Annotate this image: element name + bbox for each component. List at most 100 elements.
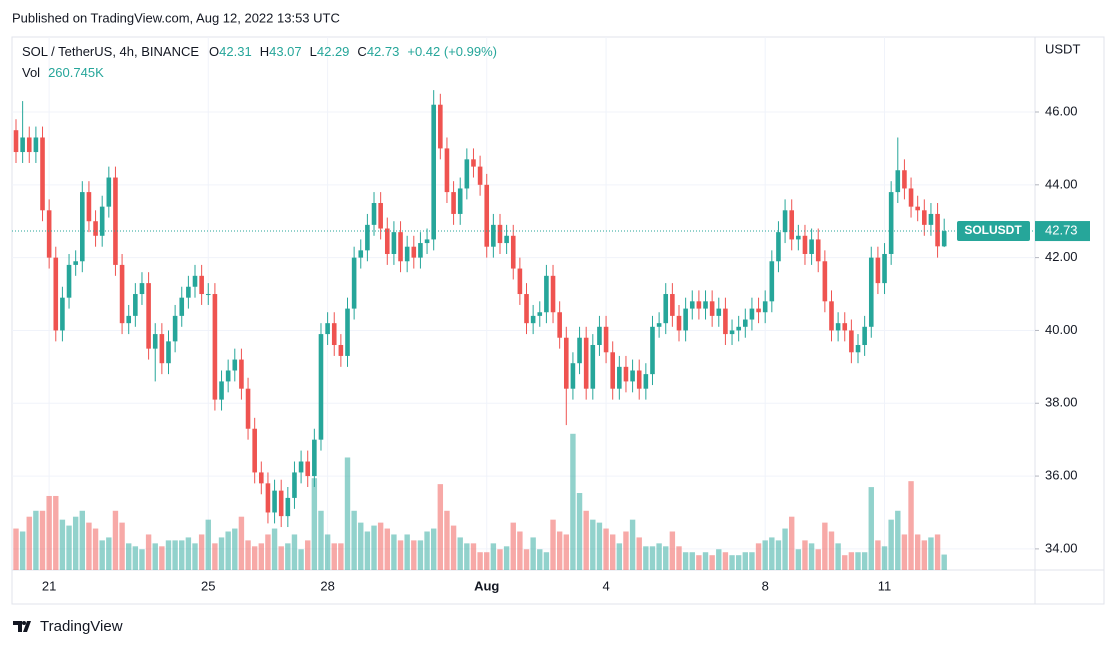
candle-body <box>517 268 523 295</box>
volume-bar <box>815 549 821 570</box>
volume-bar <box>755 543 762 570</box>
volume-bar <box>331 543 337 570</box>
candle-body <box>325 323 330 335</box>
volume-bar <box>722 552 729 570</box>
volume-bar <box>775 540 782 570</box>
logo-dot <box>22 621 26 625</box>
candle-body <box>391 232 397 254</box>
candle-body <box>53 257 59 331</box>
candle-body <box>862 326 867 346</box>
candle-body <box>371 203 377 225</box>
volume-bar <box>669 531 676 570</box>
candle-body <box>345 308 350 356</box>
candle-body <box>66 264 72 298</box>
volume-bar <box>165 540 172 570</box>
candle-body <box>882 253 887 284</box>
x-tick-label: Aug <box>474 578 499 593</box>
candle-body <box>530 315 536 324</box>
volume-bar <box>430 528 437 570</box>
legend-volume: Vol 260.745K <box>22 65 104 80</box>
candle-body <box>563 337 569 389</box>
volume-bar <box>941 554 947 570</box>
candle-body <box>166 341 171 364</box>
volume-bar <box>251 546 258 570</box>
volume-bar <box>576 493 583 570</box>
volume-title: Vol <box>22 65 40 80</box>
volume-bar <box>735 555 742 570</box>
candle-body <box>729 330 735 335</box>
candle-body <box>537 312 543 316</box>
candle-body <box>650 326 655 375</box>
volume-bar <box>364 531 371 570</box>
volume-bar <box>789 516 795 570</box>
volume-bar <box>484 552 490 570</box>
candle-body <box>93 221 98 236</box>
volume-bar <box>232 528 238 570</box>
candle-body <box>796 235 801 240</box>
candle-body <box>676 315 682 331</box>
volume-bar <box>185 537 192 570</box>
volume-bar <box>139 549 145 570</box>
candle-body <box>451 192 456 214</box>
ohlc-value: 42.73 <box>367 44 400 59</box>
volume-bar <box>86 522 92 570</box>
volume-bar <box>835 543 841 570</box>
volume-bar <box>351 510 357 570</box>
change: +0.42 (+0.99%) <box>407 44 497 59</box>
ohlc-key: L <box>310 44 317 59</box>
brand-logo: TradingView <box>13 618 123 635</box>
volume-bar <box>842 555 848 570</box>
x-tick-label: 4 <box>602 578 609 593</box>
candle-body <box>683 308 688 331</box>
volume-bar <box>192 543 198 570</box>
candle-body <box>444 148 450 193</box>
ohlc-key: H <box>260 44 269 59</box>
volume-bar <box>921 540 928 570</box>
volume-bar <box>72 516 79 570</box>
volume-bar <box>795 549 802 570</box>
volume-bar <box>424 531 430 570</box>
candle-body <box>829 301 834 331</box>
candle-body <box>252 428 257 473</box>
last-price-name-box <box>957 221 1030 242</box>
candle-body <box>670 294 675 316</box>
candle-body <box>915 206 920 211</box>
volume-bar <box>305 540 311 570</box>
candle-body <box>842 323 848 331</box>
volume-bar <box>623 531 629 570</box>
candle-body <box>152 334 158 349</box>
candle-body <box>358 250 364 258</box>
ohlc-key: C <box>357 44 366 59</box>
volume-bar <box>126 543 132 570</box>
volume-bar <box>377 522 384 570</box>
candle-body <box>278 490 284 517</box>
candle-body <box>106 177 112 207</box>
candle-body <box>776 232 781 262</box>
candle-body <box>617 366 622 389</box>
candle-body <box>265 483 271 513</box>
volume-bar <box>676 546 682 570</box>
candle-body <box>305 461 311 477</box>
volume-bar <box>477 552 483 570</box>
volume-bar <box>152 543 158 570</box>
x-tick-label: 11 <box>878 578 892 593</box>
volume-bar <box>344 457 351 570</box>
volume-bar <box>457 537 463 570</box>
volume-bar <box>245 540 251 570</box>
candle-body <box>935 213 940 247</box>
candle-body <box>464 159 470 189</box>
ohlc-value: 43.07 <box>269 44 302 59</box>
volume-bar <box>908 481 914 570</box>
volume-value: 260.745K <box>48 65 104 80</box>
candle-body <box>60 297 65 331</box>
y-tick-label: 42.00 <box>1045 249 1078 264</box>
volume-bar <box>729 555 735 570</box>
symbol: SOL / TetherUS, 4h, BINANCE <box>22 44 199 59</box>
candle-body <box>404 246 410 262</box>
candle-body <box>186 286 191 298</box>
y-tick-label: 38.00 <box>1045 395 1078 410</box>
candle-body <box>99 206 105 236</box>
volume-bar <box>437 484 444 570</box>
